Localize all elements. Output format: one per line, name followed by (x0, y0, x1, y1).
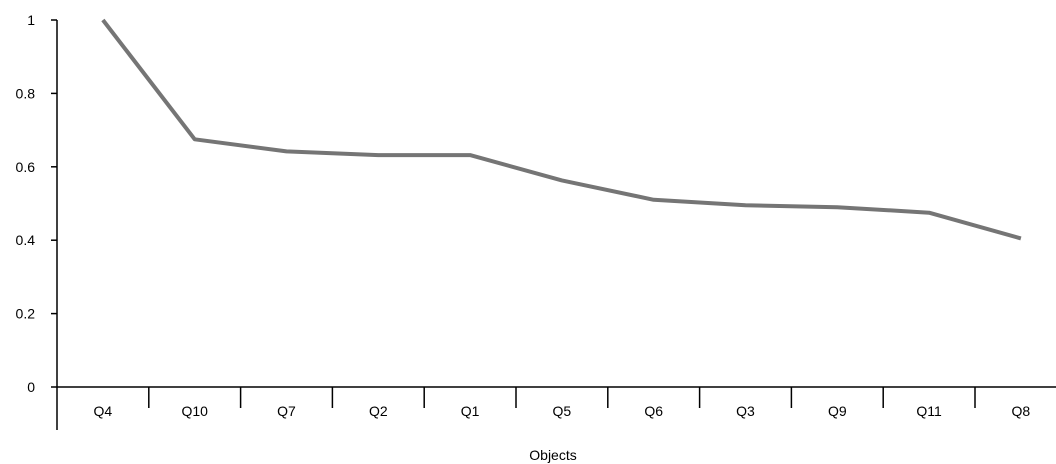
x-tick-label: Q2 (369, 403, 388, 419)
y-tick-label: 0 (27, 379, 35, 395)
x-tick-label: Q9 (828, 403, 847, 419)
x-tick-label: Q4 (94, 403, 113, 419)
series-layer (101, 18, 1022, 241)
y-tick-label: 0.6 (16, 159, 36, 175)
y-tick-label: 1 (27, 12, 35, 28)
x-axis-title: Objects (529, 447, 576, 463)
x-tick-label: Q6 (644, 403, 663, 419)
x-tick-label: Q1 (461, 403, 480, 419)
x-tick-label: Q5 (553, 403, 572, 419)
x-tick-label: Q8 (1012, 403, 1031, 419)
y-axis-ticks: 0 0.2 0.4 0.6 0.8 1 (16, 12, 57, 395)
x-axis-ticks: Q4 Q10 Q7 Q2 Q1 Q5 Q6 Q3 Q9 Q11 Q8 (94, 387, 1031, 419)
y-tick-label: 0.4 (16, 232, 36, 248)
x-tick-label: Q10 (181, 403, 208, 419)
x-tick-label: Q7 (277, 403, 296, 419)
x-tick-label: Q3 (736, 403, 755, 419)
y-tick-label: 0.2 (16, 306, 36, 322)
axes (56, 20, 1056, 430)
y-tick-label: 0.8 (16, 85, 36, 101)
series-line (101, 18, 1022, 241)
x-tick-label: Q11 (916, 403, 942, 419)
